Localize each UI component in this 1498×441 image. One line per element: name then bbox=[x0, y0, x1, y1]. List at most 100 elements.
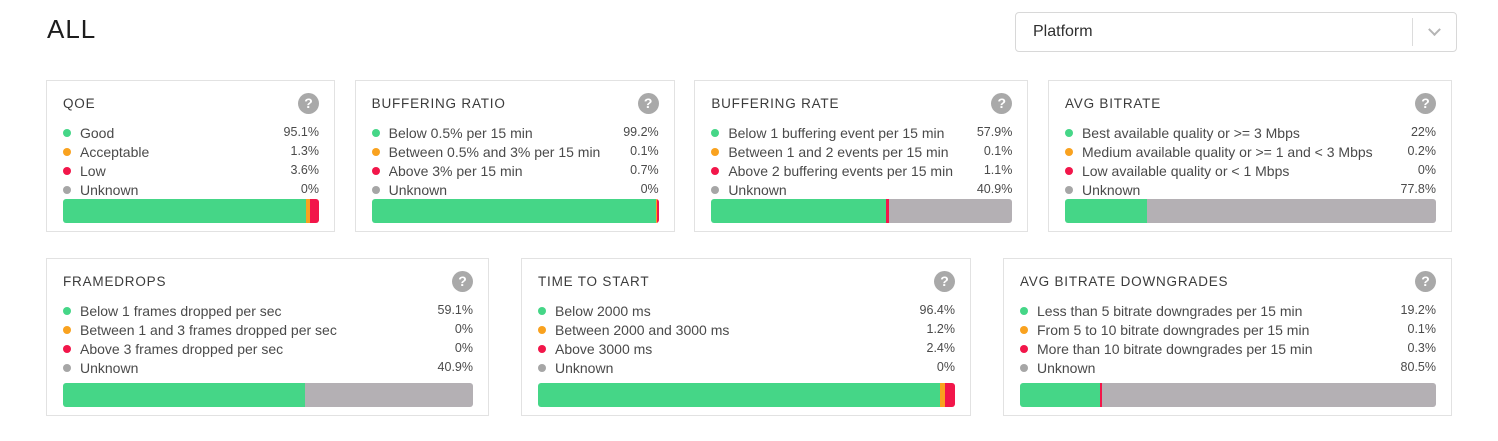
legend-label: Unknown bbox=[80, 181, 139, 198]
question-mark-icon[interactable]: ? bbox=[637, 93, 659, 114]
good-legend-dot bbox=[538, 306, 546, 315]
question-mark-icon[interactable]: ? bbox=[452, 271, 473, 292]
legend-value: 40.9% bbox=[437, 359, 473, 374]
dashboard: QOE ? Good 95.1% Acceptable 1.3% Low 3.6… bbox=[0, 80, 1498, 416]
card-title: QOE bbox=[63, 96, 96, 111]
legend-label: Between 1 and 2 events per 15 min bbox=[728, 143, 949, 160]
page-title: ALL bbox=[47, 14, 97, 44]
legend-label: Less than 5 bitrate downgrades per 15 mi… bbox=[1037, 302, 1303, 319]
low-legend-dot bbox=[1020, 344, 1028, 353]
legend-label: Low available quality or < 1 Mbps bbox=[1081, 162, 1290, 179]
legend: Below 1 buffering event per 15 min 57.9%… bbox=[711, 123, 1012, 199]
card-title: AVG BITRATE DOWNGRADES bbox=[1020, 274, 1229, 289]
legend-label: Between 1 and 3 frames dropped per sec bbox=[80, 321, 337, 338]
legend-label: Acceptable bbox=[80, 143, 150, 160]
legend-item: Acceptable 1.3% bbox=[63, 142, 319, 161]
chevron-down-icon[interactable] bbox=[1413, 22, 1456, 37]
legend-label: Below 2000 ms bbox=[555, 302, 651, 319]
legend-label: Below 1 frames dropped per sec bbox=[80, 302, 282, 319]
legend-value: 1.2% bbox=[926, 321, 956, 336]
legend-value: 96.4% bbox=[919, 302, 955, 317]
legend-label: From 5 to 10 bitrate downgrades per 15 m… bbox=[1037, 321, 1310, 338]
good-legend-dot bbox=[63, 306, 71, 315]
stacked-bar bbox=[371, 199, 659, 223]
legend-item: Medium available quality or >= 1 and < 3… bbox=[1064, 142, 1436, 161]
legend-item: Less than 5 bitrate downgrades per 15 mi… bbox=[1020, 301, 1436, 320]
legend-label: Above 3% per 15 min bbox=[388, 162, 523, 179]
good-legend-dot bbox=[1020, 306, 1028, 315]
legend-item: Unknown 0% bbox=[538, 358, 955, 377]
good-legend-dot bbox=[371, 128, 380, 137]
legend-value: 99.2% bbox=[623, 124, 659, 139]
question-mark-icon[interactable]: ? bbox=[934, 271, 955, 292]
stacked-bar bbox=[63, 383, 473, 407]
platform-dropdown[interactable]: Platform bbox=[1015, 12, 1457, 52]
legend-value: 0.1% bbox=[1407, 321, 1437, 336]
legend-item: Best available quality or >= 3 Mbps 22% bbox=[1064, 123, 1436, 142]
legend-item: Low available quality or < 1 Mbps 0% bbox=[1064, 161, 1436, 180]
dropdown-divider bbox=[1412, 18, 1413, 46]
legend-value: 40.9% bbox=[976, 181, 1013, 196]
legend-item: Above 3000 ms 2.4% bbox=[538, 339, 955, 358]
legend: Best available quality or >= 3 Mbps 22% … bbox=[1064, 123, 1436, 199]
legend-value: 22% bbox=[1410, 124, 1436, 139]
low-legend-dot bbox=[63, 344, 71, 353]
legend-value: 0% bbox=[454, 340, 473, 355]
bar-segment-low bbox=[885, 199, 890, 223]
legend-value: 2.4% bbox=[926, 340, 956, 355]
question-mark-icon[interactable]: ? bbox=[991, 93, 1013, 114]
question-mark-icon[interactable]: ? bbox=[1414, 93, 1436, 114]
question-mark-icon[interactable]: ? bbox=[298, 93, 319, 114]
legend-value: 0.3% bbox=[1407, 340, 1437, 355]
question-mark-icon[interactable]: ? bbox=[1415, 271, 1436, 292]
legend-value: 0% bbox=[640, 181, 659, 196]
legend-label: Above 3 frames dropped per sec bbox=[80, 340, 284, 357]
platform-dropdown-label: Platform bbox=[1033, 23, 1093, 40]
legend-value: 0.2% bbox=[1407, 143, 1436, 158]
metric-card: BUFFERING RATIO ? Below 0.5% per 15 min … bbox=[354, 80, 675, 232]
legend-value: 57.9% bbox=[976, 124, 1013, 139]
legend-label: Unknown bbox=[388, 181, 448, 198]
bar-segment-unknown bbox=[1101, 383, 1436, 407]
legend-value: 59.1% bbox=[437, 302, 473, 317]
legend-item: From 5 to 10 bitrate downgrades per 15 m… bbox=[1020, 320, 1436, 339]
legend-item: Below 2000 ms 96.4% bbox=[538, 301, 955, 320]
bar-segment-unknown bbox=[305, 383, 473, 407]
low-legend-dot bbox=[63, 166, 71, 175]
bar-segment-good bbox=[371, 199, 657, 223]
legend-item: Between 2000 and 3000 ms 1.2% bbox=[538, 320, 955, 339]
legend-item: Above 2 buffering events per 15 min 1.1% bbox=[711, 161, 1012, 180]
card-title: FRAMEDROPS bbox=[63, 274, 167, 289]
legend-label: Above 3000 ms bbox=[555, 340, 653, 357]
metric-card: FRAMEDROPS ? Below 1 frames dropped per … bbox=[46, 258, 489, 416]
card-header: QOE ? bbox=[63, 93, 319, 114]
legend-value: 77.8% bbox=[1400, 181, 1436, 196]
legend-label: Unknown bbox=[555, 359, 614, 376]
unknown-legend-dot bbox=[538, 363, 546, 372]
legend-item: Below 1 buffering event per 15 min 57.9% bbox=[711, 123, 1012, 142]
legend-label: Between 0.5% and 3% per 15 min bbox=[388, 143, 601, 160]
legend-value: 0% bbox=[936, 359, 955, 374]
legend-item: Between 1 and 2 events per 15 min 0.1% bbox=[711, 142, 1012, 161]
bar-segment-unknown bbox=[1147, 199, 1436, 223]
card-title: BUFFERING RATE bbox=[711, 96, 840, 111]
metric-card: AVG BITRATE ? Best available quality or … bbox=[1047, 80, 1452, 232]
bar-segment-good bbox=[538, 383, 940, 407]
legend-value: 19.2% bbox=[1400, 302, 1436, 317]
legend-value: 0.1% bbox=[983, 143, 1013, 158]
stacked-bar bbox=[538, 383, 955, 407]
legend-value: 0% bbox=[300, 181, 319, 196]
acceptable-legend-dot bbox=[538, 325, 546, 334]
bar-segment-good bbox=[63, 199, 307, 223]
bar-segment-good bbox=[1064, 199, 1147, 223]
stacked-bar bbox=[1064, 199, 1436, 223]
legend-value: 3.6% bbox=[290, 162, 320, 177]
legend-label: Unknown bbox=[1081, 181, 1141, 198]
bar-segment-good bbox=[1020, 383, 1100, 407]
cards-row-1: QOE ? Good 95.1% Acceptable 1.3% Low 3.6… bbox=[0, 80, 1498, 232]
metric-card: AVG BITRATE DOWNGRADES ? Less than 5 bit… bbox=[1003, 258, 1452, 416]
legend-label: More than 10 bitrate downgrades per 15 m… bbox=[1037, 340, 1313, 357]
low-legend-dot bbox=[1064, 166, 1073, 175]
bar-segment-acceptable bbox=[1146, 199, 1148, 223]
acceptable-legend-dot bbox=[371, 147, 380, 156]
